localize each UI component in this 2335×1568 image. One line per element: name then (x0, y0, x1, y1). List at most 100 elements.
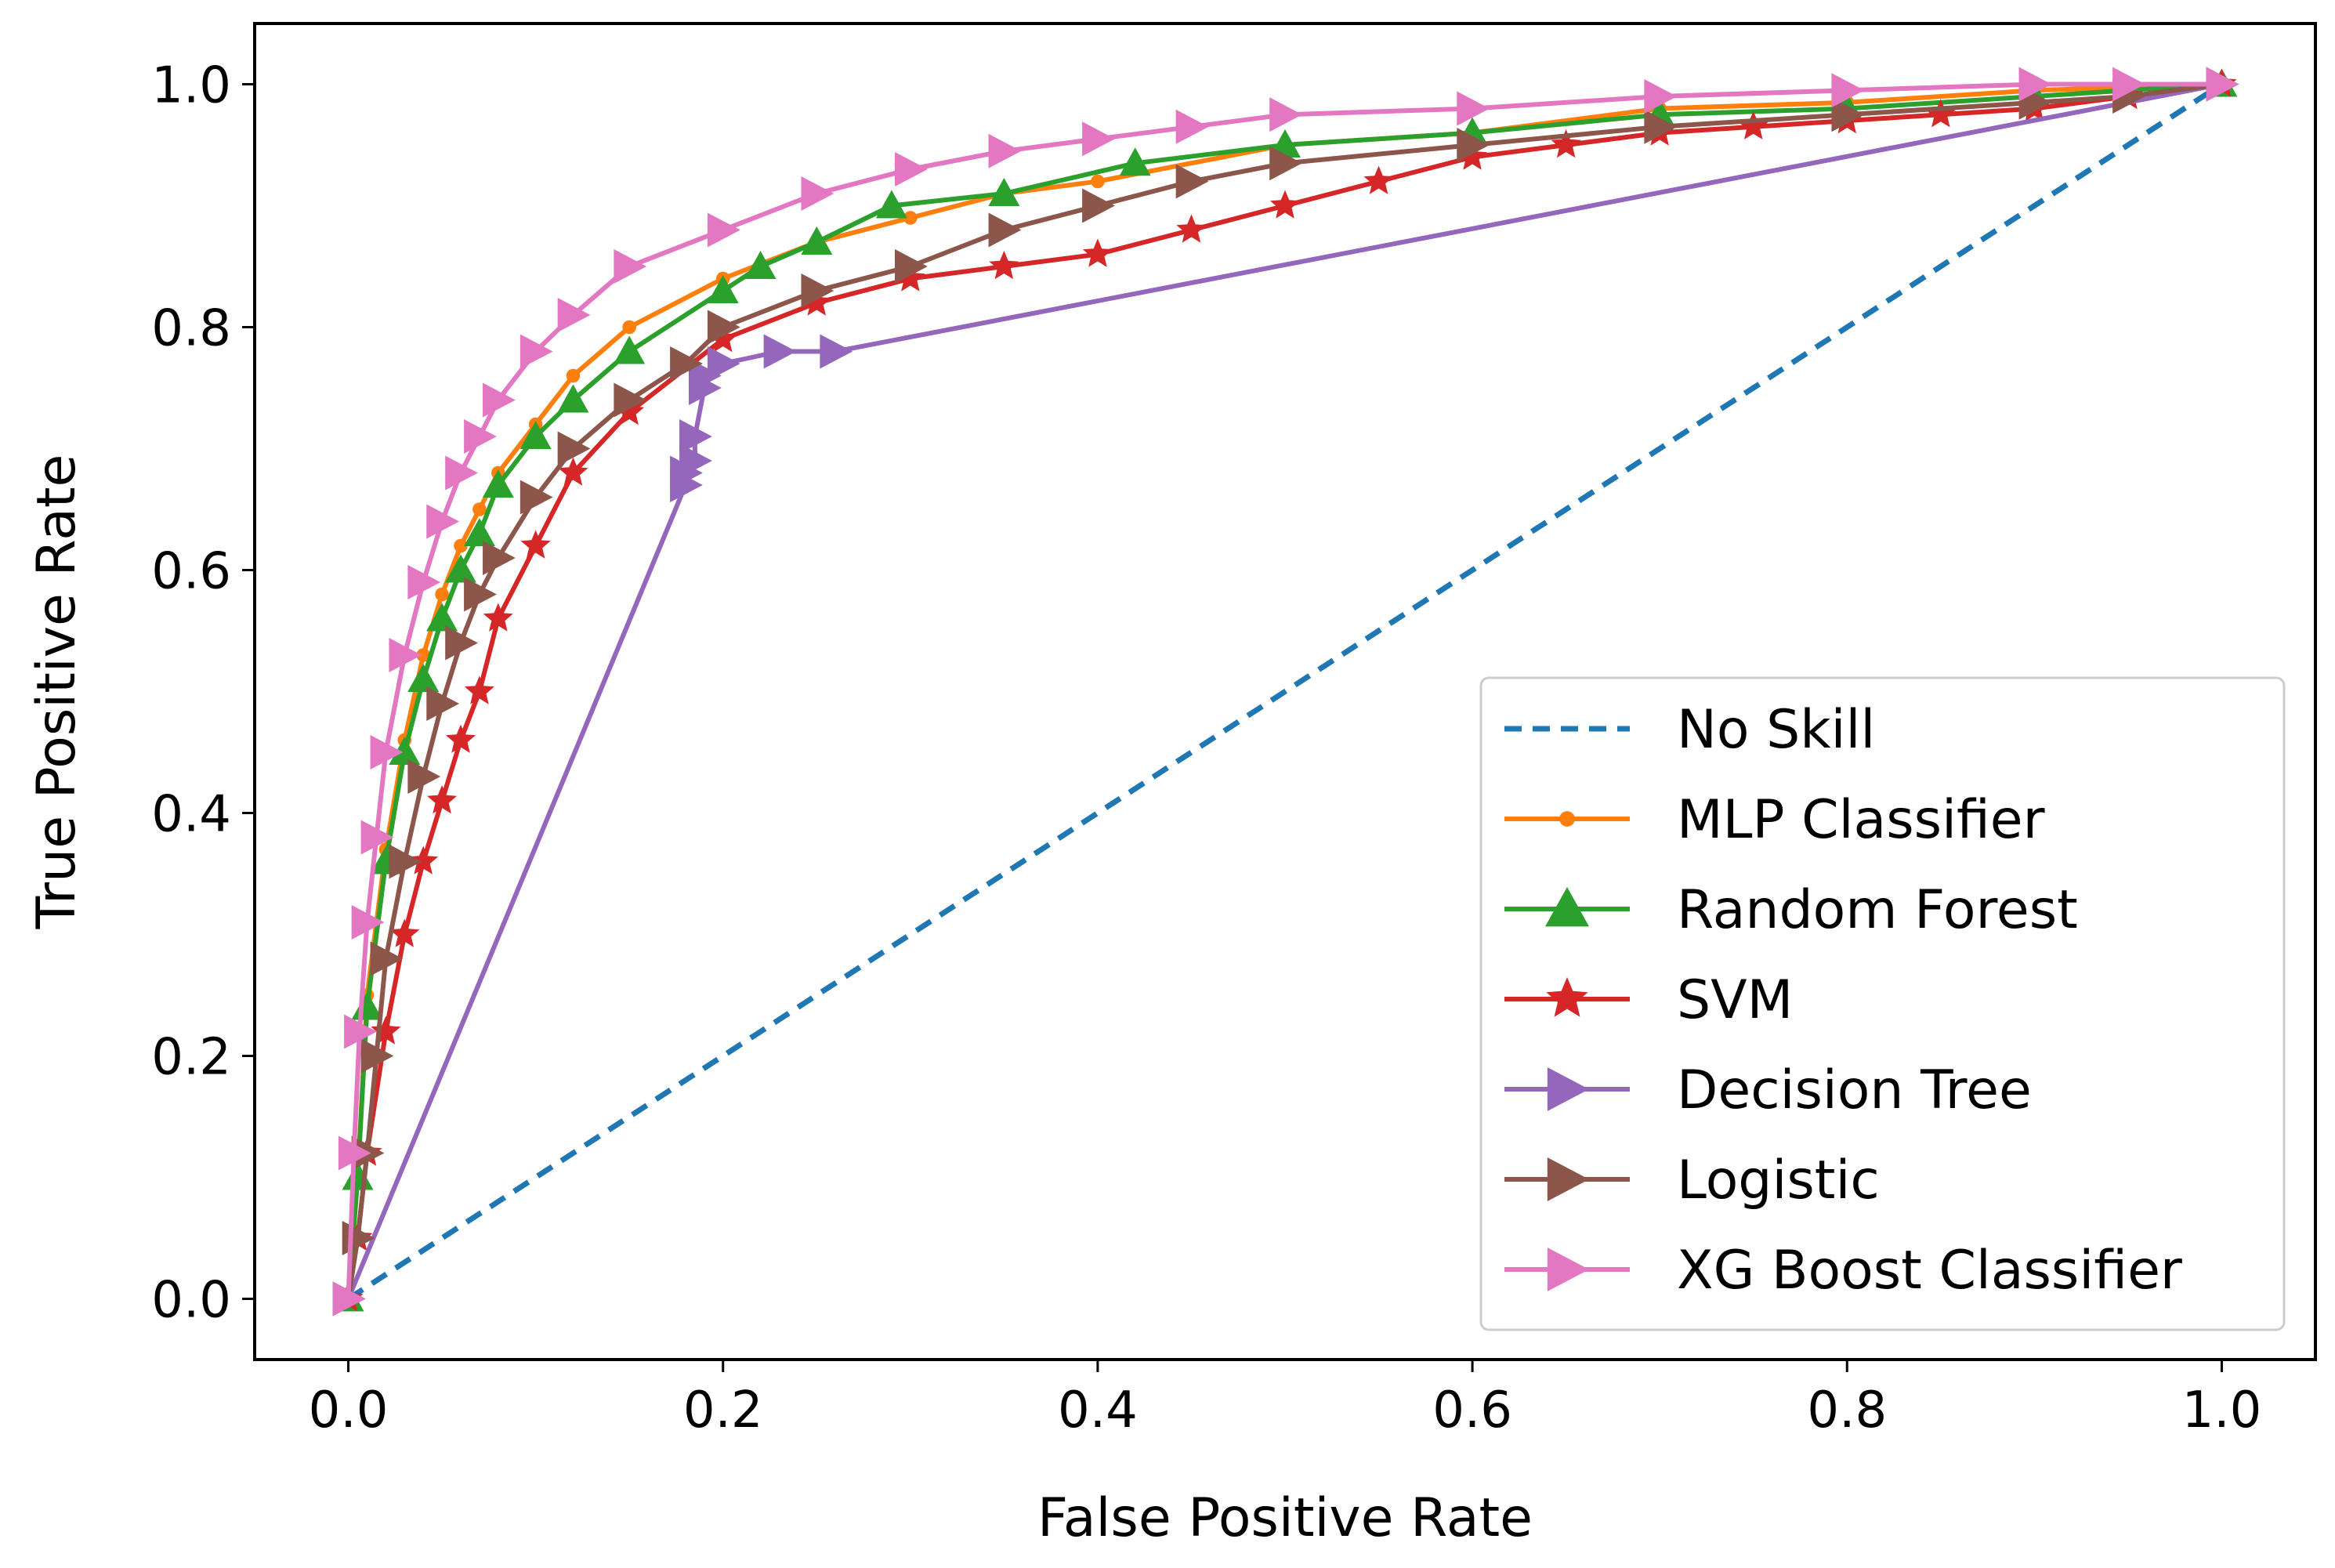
data-point (446, 724, 476, 753)
data-point (1269, 97, 1302, 132)
series-xg-boost-classifier (332, 67, 2239, 1316)
x-tick-label: 0.6 (1432, 1382, 1512, 1439)
x-axis: 0.0 0.2 0.4 0.6 0.8 1.0 (309, 1360, 2262, 1439)
data-point (903, 211, 918, 225)
data-point (370, 735, 404, 770)
data-point (801, 226, 833, 255)
data-point (1457, 128, 1490, 162)
legend-marker (1545, 887, 1589, 927)
data-point (989, 251, 1019, 280)
data-point (1091, 174, 1105, 189)
data-point (408, 846, 439, 875)
data-point (614, 249, 647, 284)
data-point (360, 820, 394, 855)
legend-marker (1547, 1157, 1589, 1201)
data-point (2018, 67, 2052, 102)
data-point (895, 263, 925, 292)
data-point (520, 530, 551, 559)
data-point (1831, 73, 1865, 108)
y-axis: 0.0 0.2 0.4 0.6 0.8 1.0 (151, 57, 255, 1330)
data-point (801, 176, 834, 211)
data-point (1082, 188, 1115, 223)
data-point (708, 324, 738, 353)
data-point (566, 368, 581, 383)
x-axis-label: False Positive Rate (1037, 1487, 1533, 1549)
legend-label: XG Boost Classifier (1677, 1240, 2182, 1302)
data-point (1644, 79, 1678, 114)
legend-item-logistic: Logistic (1504, 1150, 1880, 1211)
data-point (519, 334, 553, 369)
data-point (360, 1038, 394, 1074)
data-point (445, 455, 478, 491)
legend-item-random-forest: Random Forest (1504, 879, 2078, 941)
data-point (389, 737, 421, 765)
x-tick-label: 0.0 (309, 1382, 389, 1439)
legend-item-no-skill: No Skill (1504, 699, 1875, 761)
legend-box (1479, 676, 2286, 1331)
data-point (426, 603, 458, 632)
y-axis-label: True Positive Rate (26, 454, 88, 930)
legend-item-decision-tree: Decision Tree (1504, 1059, 2032, 1121)
data-point (1738, 110, 1768, 139)
data-point (820, 334, 853, 369)
legend-marker (1559, 811, 1575, 827)
data-point (463, 518, 495, 546)
data-point (435, 587, 449, 602)
series-random-forest (332, 68, 2238, 1312)
data-point (875, 190, 907, 219)
data-point (427, 785, 458, 814)
data-point (389, 918, 420, 947)
y-tick-label: 0.6 (151, 543, 231, 601)
plot-frame (253, 22, 2317, 1361)
x-tick-label: 1.0 (2182, 1382, 2262, 1439)
data-point (622, 320, 636, 335)
data-point (344, 1014, 377, 1049)
legend-item-mlp-classifier: MLP Classifier (1504, 789, 2045, 851)
data-point (689, 358, 722, 393)
data-point (1082, 238, 1113, 267)
legend-marker (1546, 977, 1588, 1017)
data-point (464, 577, 497, 612)
x-tick-label: 0.4 (1058, 1382, 1138, 1439)
data-point (1175, 109, 1209, 144)
data-point (801, 273, 834, 308)
data-point (1457, 141, 1488, 170)
data-point (802, 287, 832, 316)
data-point (519, 480, 553, 515)
data-point (416, 648, 430, 662)
data-point (744, 251, 777, 279)
x-tick-label: 0.2 (683, 1382, 763, 1439)
legend-label: SVM (1677, 969, 1793, 1031)
legend: No Skill MLP Classifier Random Forest SVM De… (1479, 676, 2286, 1331)
y-tick-label: 0.4 (151, 786, 231, 844)
data-point (988, 133, 1022, 168)
legend-item-xg-boost-classifier: XG Boost Classifier (1504, 1240, 2182, 1302)
data-point (988, 178, 1020, 206)
y-tick-label: 1.0 (151, 57, 231, 115)
data-point (426, 504, 460, 539)
data-point (988, 212, 1022, 248)
data-point (407, 759, 441, 794)
legend-label: Random Forest (1677, 879, 2078, 941)
legend-label: MLP Classifier (1677, 789, 2045, 851)
data-point (472, 502, 487, 516)
data-point (707, 275, 739, 303)
data-point (707, 212, 740, 248)
data-point (670, 346, 703, 381)
data-point (1269, 146, 1302, 181)
data-point (464, 419, 497, 454)
data-point (426, 686, 460, 721)
data-point (445, 625, 478, 661)
legend-label: No Skill (1677, 699, 1875, 761)
data-point (679, 444, 712, 478)
data-point (1551, 129, 1581, 158)
legend-item-svm: SVM (1504, 969, 1793, 1031)
data-point (614, 397, 645, 425)
data-point (1119, 147, 1151, 176)
data-point (351, 905, 385, 940)
data-point (895, 249, 928, 284)
data-point (614, 335, 646, 364)
data-point (1176, 214, 1207, 243)
